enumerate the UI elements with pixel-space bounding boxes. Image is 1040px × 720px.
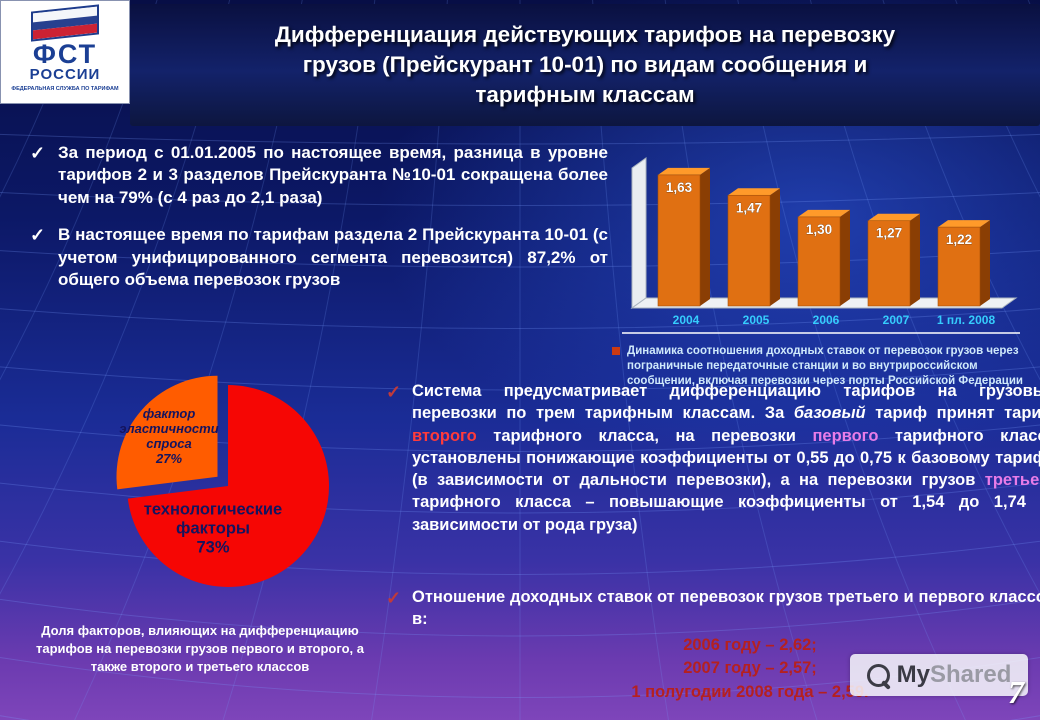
svg-text:1,63: 1,63: [666, 180, 693, 195]
svg-text:1 пл. 2008: 1 пл. 2008: [937, 313, 996, 327]
svg-text:1,47: 1,47: [736, 200, 762, 215]
svg-text:2005: 2005: [743, 313, 770, 327]
bar-chart: 1,63 2004 1,47 2005 1,30 2006 1,27 2007 1,22 1 пл…: [606, 140, 1026, 340]
watermark-text-my: My: [896, 661, 930, 688]
check-icon: ✓: [30, 143, 46, 163]
svg-text:73%: 73%: [196, 538, 229, 556]
svg-text:2007: 2007: [883, 313, 910, 327]
russian-flag-icon: [31, 4, 99, 42]
pie-chart-caption: Доля факторов, влияющих на дифференциаци…: [36, 623, 364, 675]
watermark-text-shared: Shared: [929, 661, 1012, 688]
bullet-item: ✓ За период с 01.01.2005 по настоящее вр…: [28, 142, 608, 209]
org-full-name: ФЕДЕРАЛЬНАЯ СЛУЖБА ПО ТАРИФАМ: [11, 86, 119, 92]
bar-chart-caption-text: Динамика соотношения доходных ставок от …: [627, 345, 1023, 387]
magnifier-icon: [866, 663, 890, 687]
svg-text:фактор: фактор: [143, 406, 196, 421]
legend-square-icon: [612, 347, 620, 355]
system-paragraph: ✓ Система предусматривает дифференциацию…: [386, 380, 1040, 536]
svg-text:1,27: 1,27: [876, 226, 902, 241]
bullet-item: ✓ В настоящее время по тарифам раздела 2…: [28, 224, 608, 291]
svg-text:факторы: факторы: [176, 519, 250, 537]
title-band: Дифференциация действующих тарифов на пе…: [130, 4, 1040, 126]
svg-text:технологические: технологические: [144, 500, 283, 518]
check-icon: ✓: [386, 382, 402, 402]
page-number: 7: [1008, 674, 1024, 710]
check-icon: ✓: [386, 588, 402, 608]
check-icon: ✓: [30, 225, 46, 246]
svg-text:1,30: 1,30: [806, 222, 832, 237]
org-short-name: ФСТ: [32, 39, 98, 69]
ratio-heading-text: Отношение доходных ставок от перевозок г…: [412, 588, 1040, 629]
slide-title: Дифференциация действующих тарифов на пе…: [274, 22, 896, 107]
svg-text:27%: 27%: [155, 451, 182, 466]
svg-text:2004: 2004: [673, 313, 700, 327]
svg-text:2006: 2006: [813, 313, 840, 327]
bar-chart-caption: Динамика соотношения доходных ставок от …: [612, 344, 1024, 389]
system-paragraph-text: Система предусматривает дифференциацию т…: [412, 382, 1040, 534]
left-bullet-list: ✓ За период с 01.01.2005 по настоящее вр…: [28, 142, 608, 307]
svg-text:1,22: 1,22: [946, 232, 972, 247]
myshared-watermark: My Shared: [850, 654, 1028, 696]
ratio-heading: ✓ Отношение доходных ставок от перевозок…: [386, 586, 1040, 631]
svg-text:спроса: спроса: [146, 436, 192, 451]
org-region-name: РОССИИ: [29, 66, 101, 83]
bullet-text: За период с 01.01.2005 по настоящее врем…: [58, 143, 608, 207]
pie-chart: технологические факторы 73% фактор эластично…: [65, 358, 385, 608]
svg-text:эластичности: эластичности: [119, 421, 218, 436]
ratio-values: 2006 году – 2,62; 2007 году – 2,57; 1 полу…: [631, 636, 869, 701]
fst-logo: ФСТ РОССИИ ФЕДЕРАЛЬНАЯ СЛУЖБА ПО ТАРИФАМ: [0, 0, 130, 104]
bullet-text: В настоящее время по тарифам раздела 2 П…: [58, 225, 608, 290]
